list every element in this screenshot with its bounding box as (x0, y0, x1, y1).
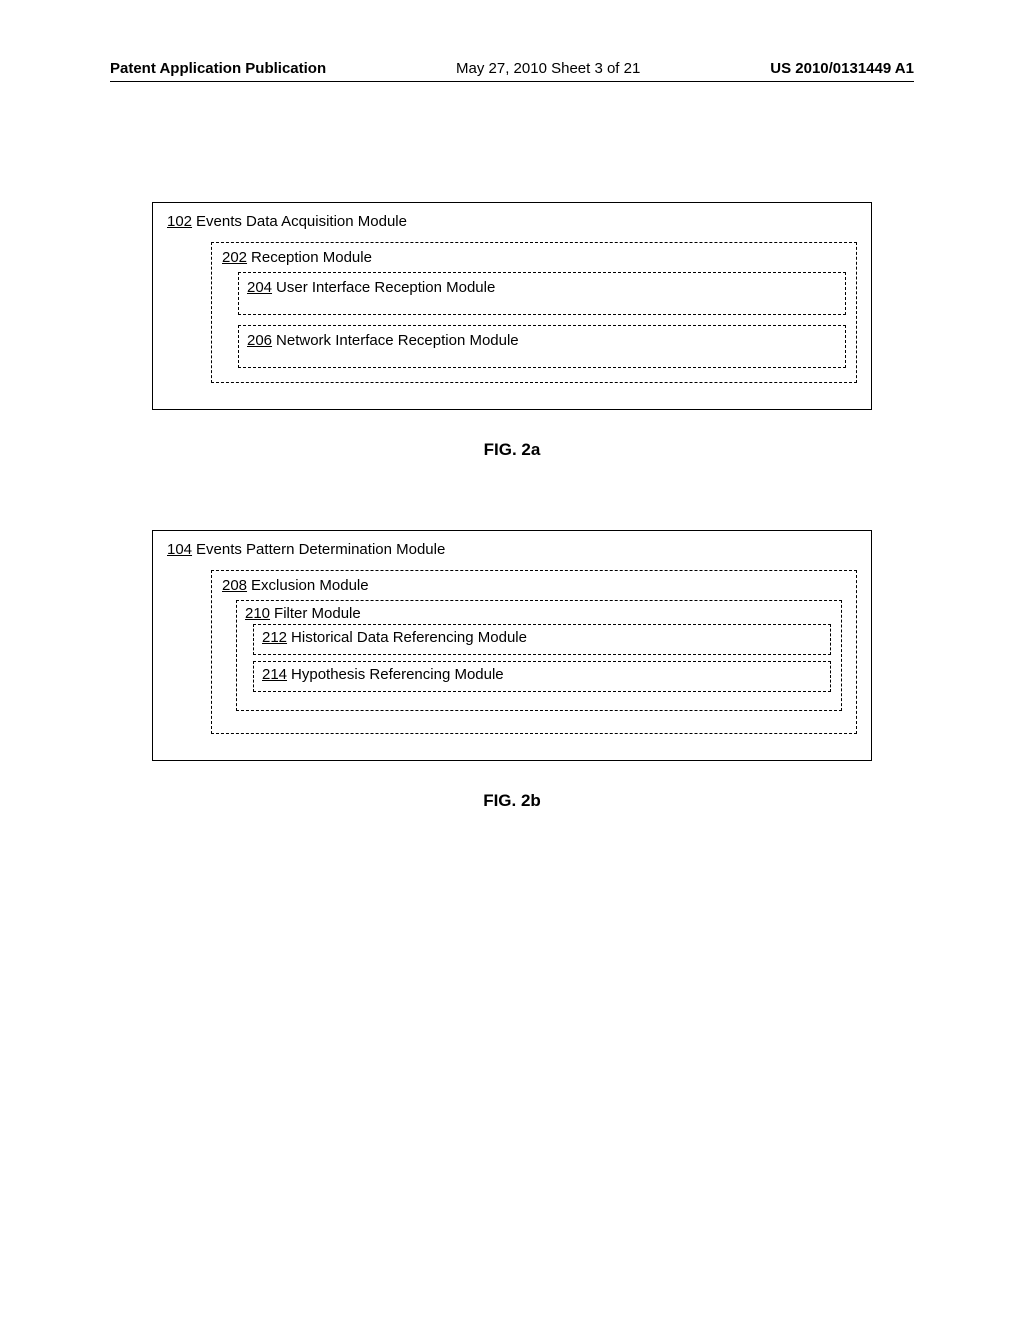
ref-206: 206 (247, 332, 272, 349)
module-202-box: 202Reception Module 204User Interface Re… (211, 242, 857, 383)
module-204-label: 204User Interface Reception Module (247, 279, 837, 296)
ref-210: 210 (245, 605, 270, 622)
module-102-box: 102Events Data Acquisition Module 202Rec… (152, 202, 872, 410)
label-210: Filter Module (274, 605, 361, 622)
module-102-label: 102Events Data Acquisition Module (167, 213, 857, 230)
ref-208: 208 (222, 577, 247, 594)
label-214: Hypothesis Referencing Module (291, 666, 504, 683)
ref-102: 102 (167, 213, 192, 230)
header-left: Patent Application Publication (110, 60, 326, 77)
page-container: Patent Application Publication May 27, 2… (0, 0, 1024, 1320)
module-206-box: 206Network Interface Reception Module (238, 325, 846, 368)
module-206-label: 206Network Interface Reception Module (247, 332, 837, 349)
module-104-label: 104Events Pattern Determination Module (167, 541, 857, 558)
ref-214: 214 (262, 666, 287, 683)
ref-104: 104 (167, 541, 192, 558)
label-102: Events Data Acquisition Module (196, 213, 407, 230)
ref-202: 202 (222, 249, 247, 266)
ref-212: 212 (262, 629, 287, 646)
ref-204: 204 (247, 279, 272, 296)
module-104-box: 104Events Pattern Determination Module 2… (152, 530, 872, 761)
label-206: Network Interface Reception Module (276, 332, 519, 349)
module-208-box: 208Exclusion Module 210Filter Module 212… (211, 570, 857, 734)
module-212-box: 212Historical Data Referencing Module (253, 624, 831, 655)
label-204: User Interface Reception Module (276, 279, 495, 296)
label-104: Events Pattern Determination Module (196, 541, 445, 558)
figure-2b: 104Events Pattern Determination Module 2… (152, 530, 872, 761)
label-208: Exclusion Module (251, 577, 369, 594)
module-204-box: 204User Interface Reception Module (238, 272, 846, 315)
caption-fig2a: FIG. 2a (110, 440, 914, 460)
page-header: Patent Application Publication May 27, 2… (110, 60, 914, 82)
module-208-label: 208Exclusion Module (222, 577, 846, 594)
label-212: Historical Data Referencing Module (291, 629, 527, 646)
module-214-box: 214Hypothesis Referencing Module (253, 661, 831, 692)
label-202: Reception Module (251, 249, 372, 266)
module-210-box: 210Filter Module 212Historical Data Refe… (236, 600, 842, 711)
module-202-label: 202Reception Module (222, 249, 846, 266)
module-212-label: 212Historical Data Referencing Module (262, 629, 822, 646)
caption-fig2b: FIG. 2b (110, 791, 914, 811)
header-right: US 2010/0131449 A1 (770, 60, 914, 77)
header-center: May 27, 2010 Sheet 3 of 21 (456, 60, 640, 77)
figure-2a: 102Events Data Acquisition Module 202Rec… (152, 202, 872, 410)
module-210-label: 210Filter Module (245, 605, 833, 622)
module-214-label: 214Hypothesis Referencing Module (262, 666, 822, 683)
